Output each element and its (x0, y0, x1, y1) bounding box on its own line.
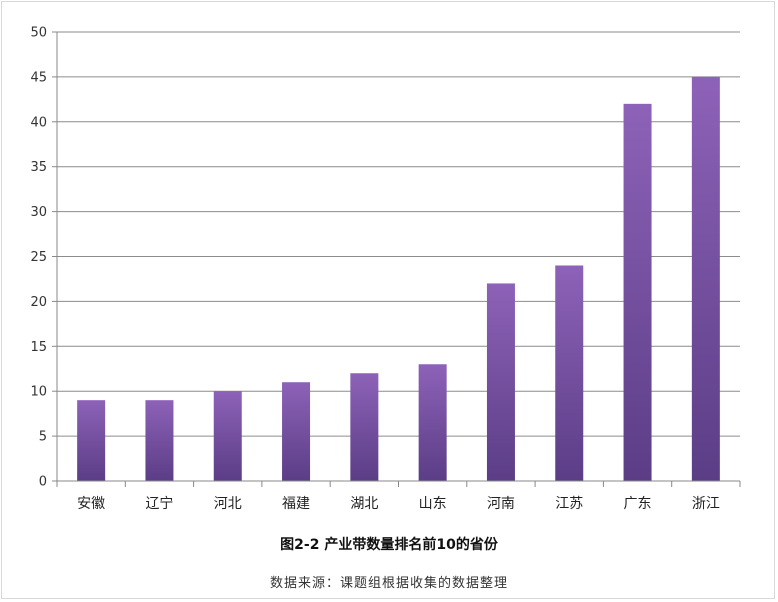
y-tick-label: 5 (39, 430, 47, 445)
x-tick-label: 福建 (282, 496, 310, 512)
y-tick-label: 25 (30, 250, 47, 265)
y-tick-label: 15 (30, 340, 47, 355)
bar (555, 265, 584, 481)
y-tick-label: 30 (30, 205, 47, 220)
chart-title: 图2-2 产业带数量排名前10的省份 (280, 537, 498, 553)
bar (486, 283, 515, 481)
bar (145, 400, 174, 481)
x-tick-label: 河北 (214, 496, 242, 512)
y-tick-label: 40 (30, 115, 47, 130)
y-tick-label: 35 (30, 160, 47, 175)
x-tick-label: 山东 (419, 496, 447, 512)
x-tick-label: 河南 (487, 496, 515, 512)
bar (691, 76, 720, 482)
x-tick-label: 辽宁 (145, 495, 173, 512)
bar (77, 400, 106, 481)
y-tick-label: 0 (39, 475, 47, 490)
bar (350, 373, 379, 481)
x-tick-label: 安徽 (77, 496, 105, 512)
x-tick-label: 广东 (624, 496, 652, 512)
bar (282, 382, 311, 481)
y-tick-label: 45 (30, 70, 47, 85)
y-tick-label: 50 (30, 26, 47, 41)
y-tick-label: 20 (30, 295, 47, 310)
x-tick-label: 浙江 (692, 496, 720, 512)
data-source-note: 数据来源：课题组根据收集的数据整理 (269, 576, 508, 591)
x-tick-label: 江苏 (555, 496, 583, 512)
bar (418, 364, 447, 481)
y-tick-label: 10 (30, 385, 47, 400)
x-tick-label: 湖北 (350, 496, 378, 512)
bar (213, 391, 242, 481)
bar-chart: 0 5 10 15 20 25 30 35 40 45 50 安徽 辽宁 河北 福建 湖北 山东 河南 江苏 广东 浙江 (30, 26, 741, 512)
bar (623, 103, 652, 481)
